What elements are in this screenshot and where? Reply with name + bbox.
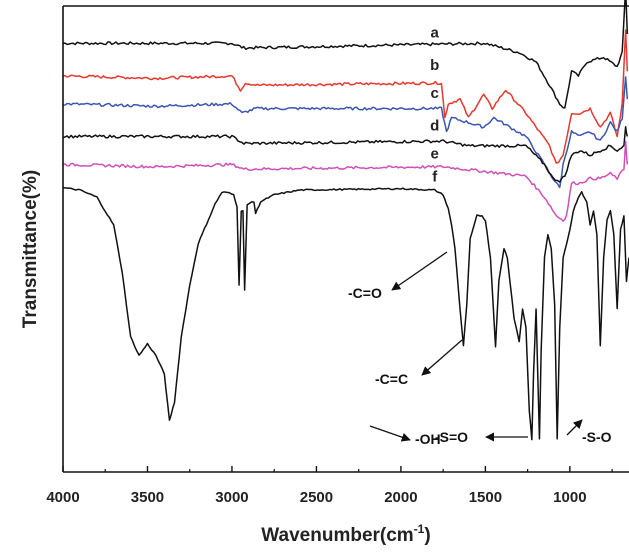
series-label-e: e	[431, 145, 439, 162]
series-label-a: a	[431, 24, 440, 41]
series-label-c: c	[431, 85, 439, 102]
annotation-label-2: -C=C	[375, 371, 408, 387]
annotations-layer: -C=O -C=C -OH-S=O -S-O	[348, 251, 612, 447]
annotation-arrow-1	[391, 251, 448, 291]
annotation-label-1: -C=O	[348, 285, 382, 301]
y-axis-title: Transmittance(%)	[20, 170, 41, 328]
spectrum-line-c	[62, 76, 629, 189]
x-axis-title-superscript: -1	[414, 522, 425, 536]
annotation-arrow-3	[369, 425, 411, 442]
annotation-arrow-5	[566, 419, 583, 436]
x-axis-title: Wavenumber(cm-1)	[261, 522, 430, 546]
annotation-arrow-2	[421, 339, 463, 376]
spectrum-line-e	[62, 140, 629, 222]
x-tick-layer: 4000 3500 3000 2500 2000 1500 1000	[46, 466, 613, 506]
spectrum-line-f	[62, 186, 629, 441]
x-tick-label-3500: 3500	[131, 489, 164, 506]
annotation-label-5: -S-O	[582, 429, 612, 445]
spectrum-line-a	[62, 0, 629, 109]
annotation-label-3: -OH	[415, 431, 441, 447]
x-tick-label-2000: 2000	[384, 489, 417, 506]
series-label-b: b	[430, 57, 439, 74]
x-axis-title-main: Wavenumber(cm	[261, 525, 413, 546]
annotation-label-4: -S=O	[435, 429, 468, 445]
spectrum-line-d	[62, 125, 629, 183]
x-tick-label-1000: 1000	[553, 489, 586, 506]
axes-layer	[62, 5, 629, 473]
spectrum-line-b	[62, 29, 629, 164]
x-tick-label-3000: 3000	[215, 489, 248, 506]
x-tick-label-4000: 4000	[46, 489, 79, 506]
series-label-f: f	[432, 169, 438, 186]
x-axis-title-close: )	[424, 525, 430, 546]
x-tick-label-2500: 2500	[300, 489, 333, 506]
x-tick-label-1500: 1500	[469, 489, 502, 506]
series-label-d: d	[430, 117, 439, 134]
